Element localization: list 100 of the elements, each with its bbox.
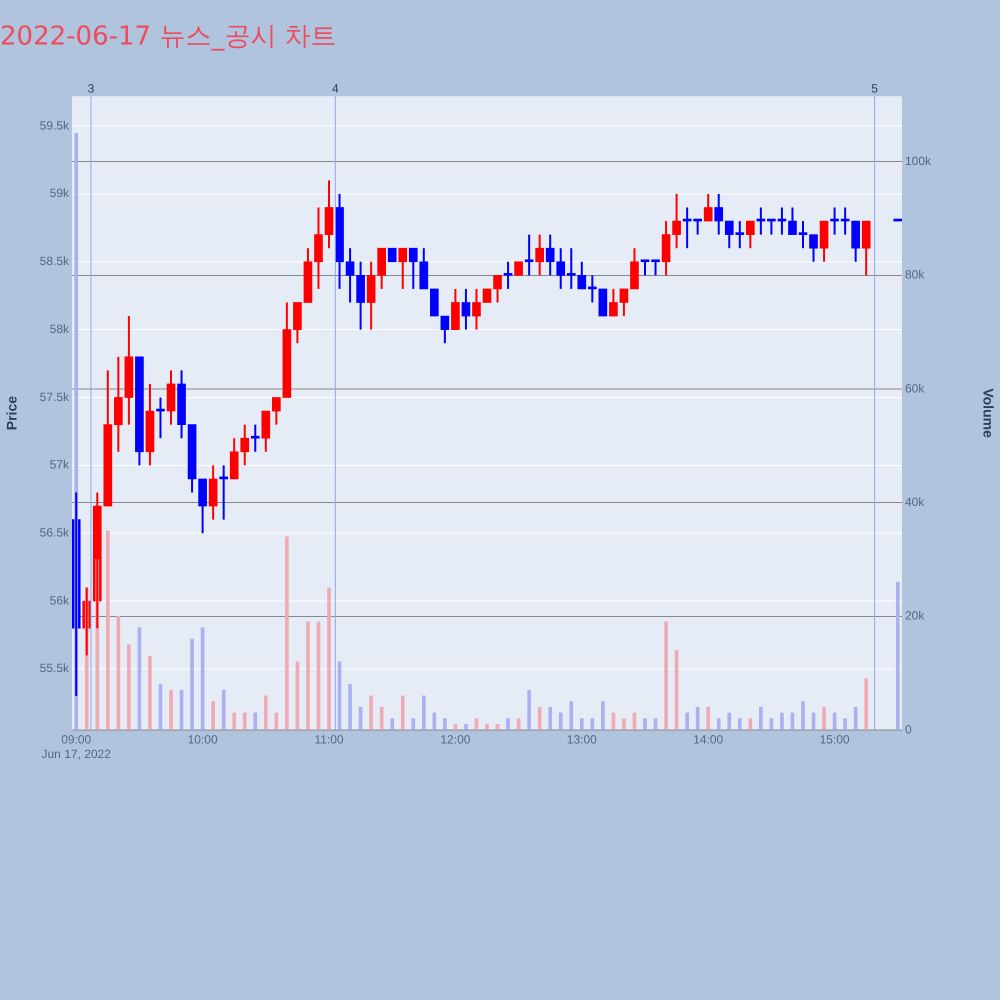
- bar: [242, 712, 247, 730]
- bar: [569, 701, 574, 730]
- ref-line-label: 4: [332, 82, 339, 96]
- bar: [200, 627, 204, 730]
- bar: [527, 690, 531, 730]
- bar: [738, 718, 742, 730]
- x-tick-label: 09:00 Jun 17, 2022: [42, 732, 112, 761]
- bar: [232, 712, 236, 730]
- bar: [759, 706, 763, 730]
- bar: [822, 706, 826, 730]
- bar: [485, 724, 489, 730]
- bar: [622, 718, 626, 730]
- bar: [211, 701, 215, 730]
- y-tick-label: 56.5k: [40, 526, 70, 540]
- bar: [843, 718, 847, 730]
- bar: [222, 690, 226, 730]
- bar: [432, 712, 436, 730]
- bar: [590, 718, 594, 730]
- bar: [780, 712, 784, 730]
- bar: [348, 684, 352, 730]
- bar: [180, 690, 184, 730]
- bar: [422, 696, 426, 730]
- bar: [285, 536, 289, 730]
- bar: [674, 650, 678, 730]
- bar: [464, 724, 468, 730]
- y-tick-label: 58k: [50, 322, 70, 336]
- y2-tick-label: 100k: [905, 154, 932, 168]
- bar: [169, 690, 173, 730]
- bar: [601, 701, 605, 730]
- bar: [790, 712, 794, 730]
- bar: [296, 661, 300, 730]
- candlestick: [598, 288, 608, 318]
- bar: [116, 616, 120, 730]
- y-axis-title: Price: [3, 396, 20, 430]
- bar: [338, 661, 342, 730]
- x-tick-label: 13:00: [566, 732, 598, 747]
- bar: [643, 718, 647, 730]
- bar: [654, 718, 658, 730]
- y2-tick-label: 60k: [905, 381, 926, 396]
- bar: [558, 712, 563, 730]
- bar: [264, 696, 268, 730]
- bar: [864, 678, 868, 730]
- bar: [190, 638, 194, 730]
- bar: [327, 588, 331, 730]
- y-tick-label: 57.5k: [40, 390, 70, 404]
- bar: [496, 724, 500, 730]
- y2-tick-label: 80k: [905, 268, 926, 282]
- bar: [801, 701, 805, 730]
- bar: [411, 718, 416, 730]
- bar: [812, 712, 816, 730]
- bar: [253, 712, 258, 730]
- bar: [685, 712, 689, 730]
- bar: [106, 530, 110, 730]
- bar: [138, 627, 142, 730]
- y-tick-label: 55.5k: [40, 661, 70, 676]
- bar: [443, 718, 447, 730]
- y-tick-label: 59.5k: [40, 118, 70, 132]
- bar: [727, 712, 732, 730]
- bar: [854, 706, 858, 730]
- y-tick-label: 58.5k: [40, 254, 70, 268]
- candlestick: [514, 261, 523, 276]
- bar: [548, 706, 552, 730]
- bar: [390, 718, 394, 730]
- bar: [506, 718, 510, 730]
- candlestick: [767, 218, 776, 236]
- bar: [664, 622, 668, 730]
- bar: [896, 582, 900, 730]
- bar: [148, 656, 152, 730]
- bar: [306, 622, 310, 730]
- chart-title: 2022-06-17 뉴스_공시 차트: [0, 21, 337, 52]
- bar: [632, 712, 636, 730]
- y-tick-label: 56k: [50, 593, 70, 608]
- bar: [127, 644, 131, 730]
- bar: [706, 706, 710, 730]
- bar: [474, 718, 478, 730]
- ref-line-label: 5: [871, 82, 878, 96]
- bar: [696, 706, 700, 730]
- bar: [454, 724, 458, 730]
- bar: [770, 718, 774, 730]
- y2-tick-label: 20k: [905, 608, 926, 623]
- y2-tick-label: 40k: [905, 494, 926, 509]
- x-tick-label: 11:00: [314, 732, 344, 747]
- bar: [400, 696, 405, 730]
- x-tick-label: 10:00: [188, 732, 218, 747]
- candlestick: [388, 248, 397, 262]
- y2-tick-label: 0: [905, 722, 912, 736]
- bar: [748, 718, 752, 730]
- bar: [274, 712, 278, 730]
- bar: [538, 706, 542, 730]
- x-tick-label: 14:00: [693, 732, 724, 747]
- x-tick-label: 15:00: [820, 732, 850, 747]
- bar: [369, 696, 373, 730]
- bar: [716, 718, 721, 730]
- bar: [612, 712, 616, 730]
- x-tick-label: 12:00: [440, 732, 471, 747]
- bar: [158, 684, 162, 730]
- candlestick: [156, 396, 165, 440]
- bar: [580, 718, 584, 730]
- y-tick-label: 57k: [50, 458, 70, 472]
- bar: [516, 718, 520, 730]
